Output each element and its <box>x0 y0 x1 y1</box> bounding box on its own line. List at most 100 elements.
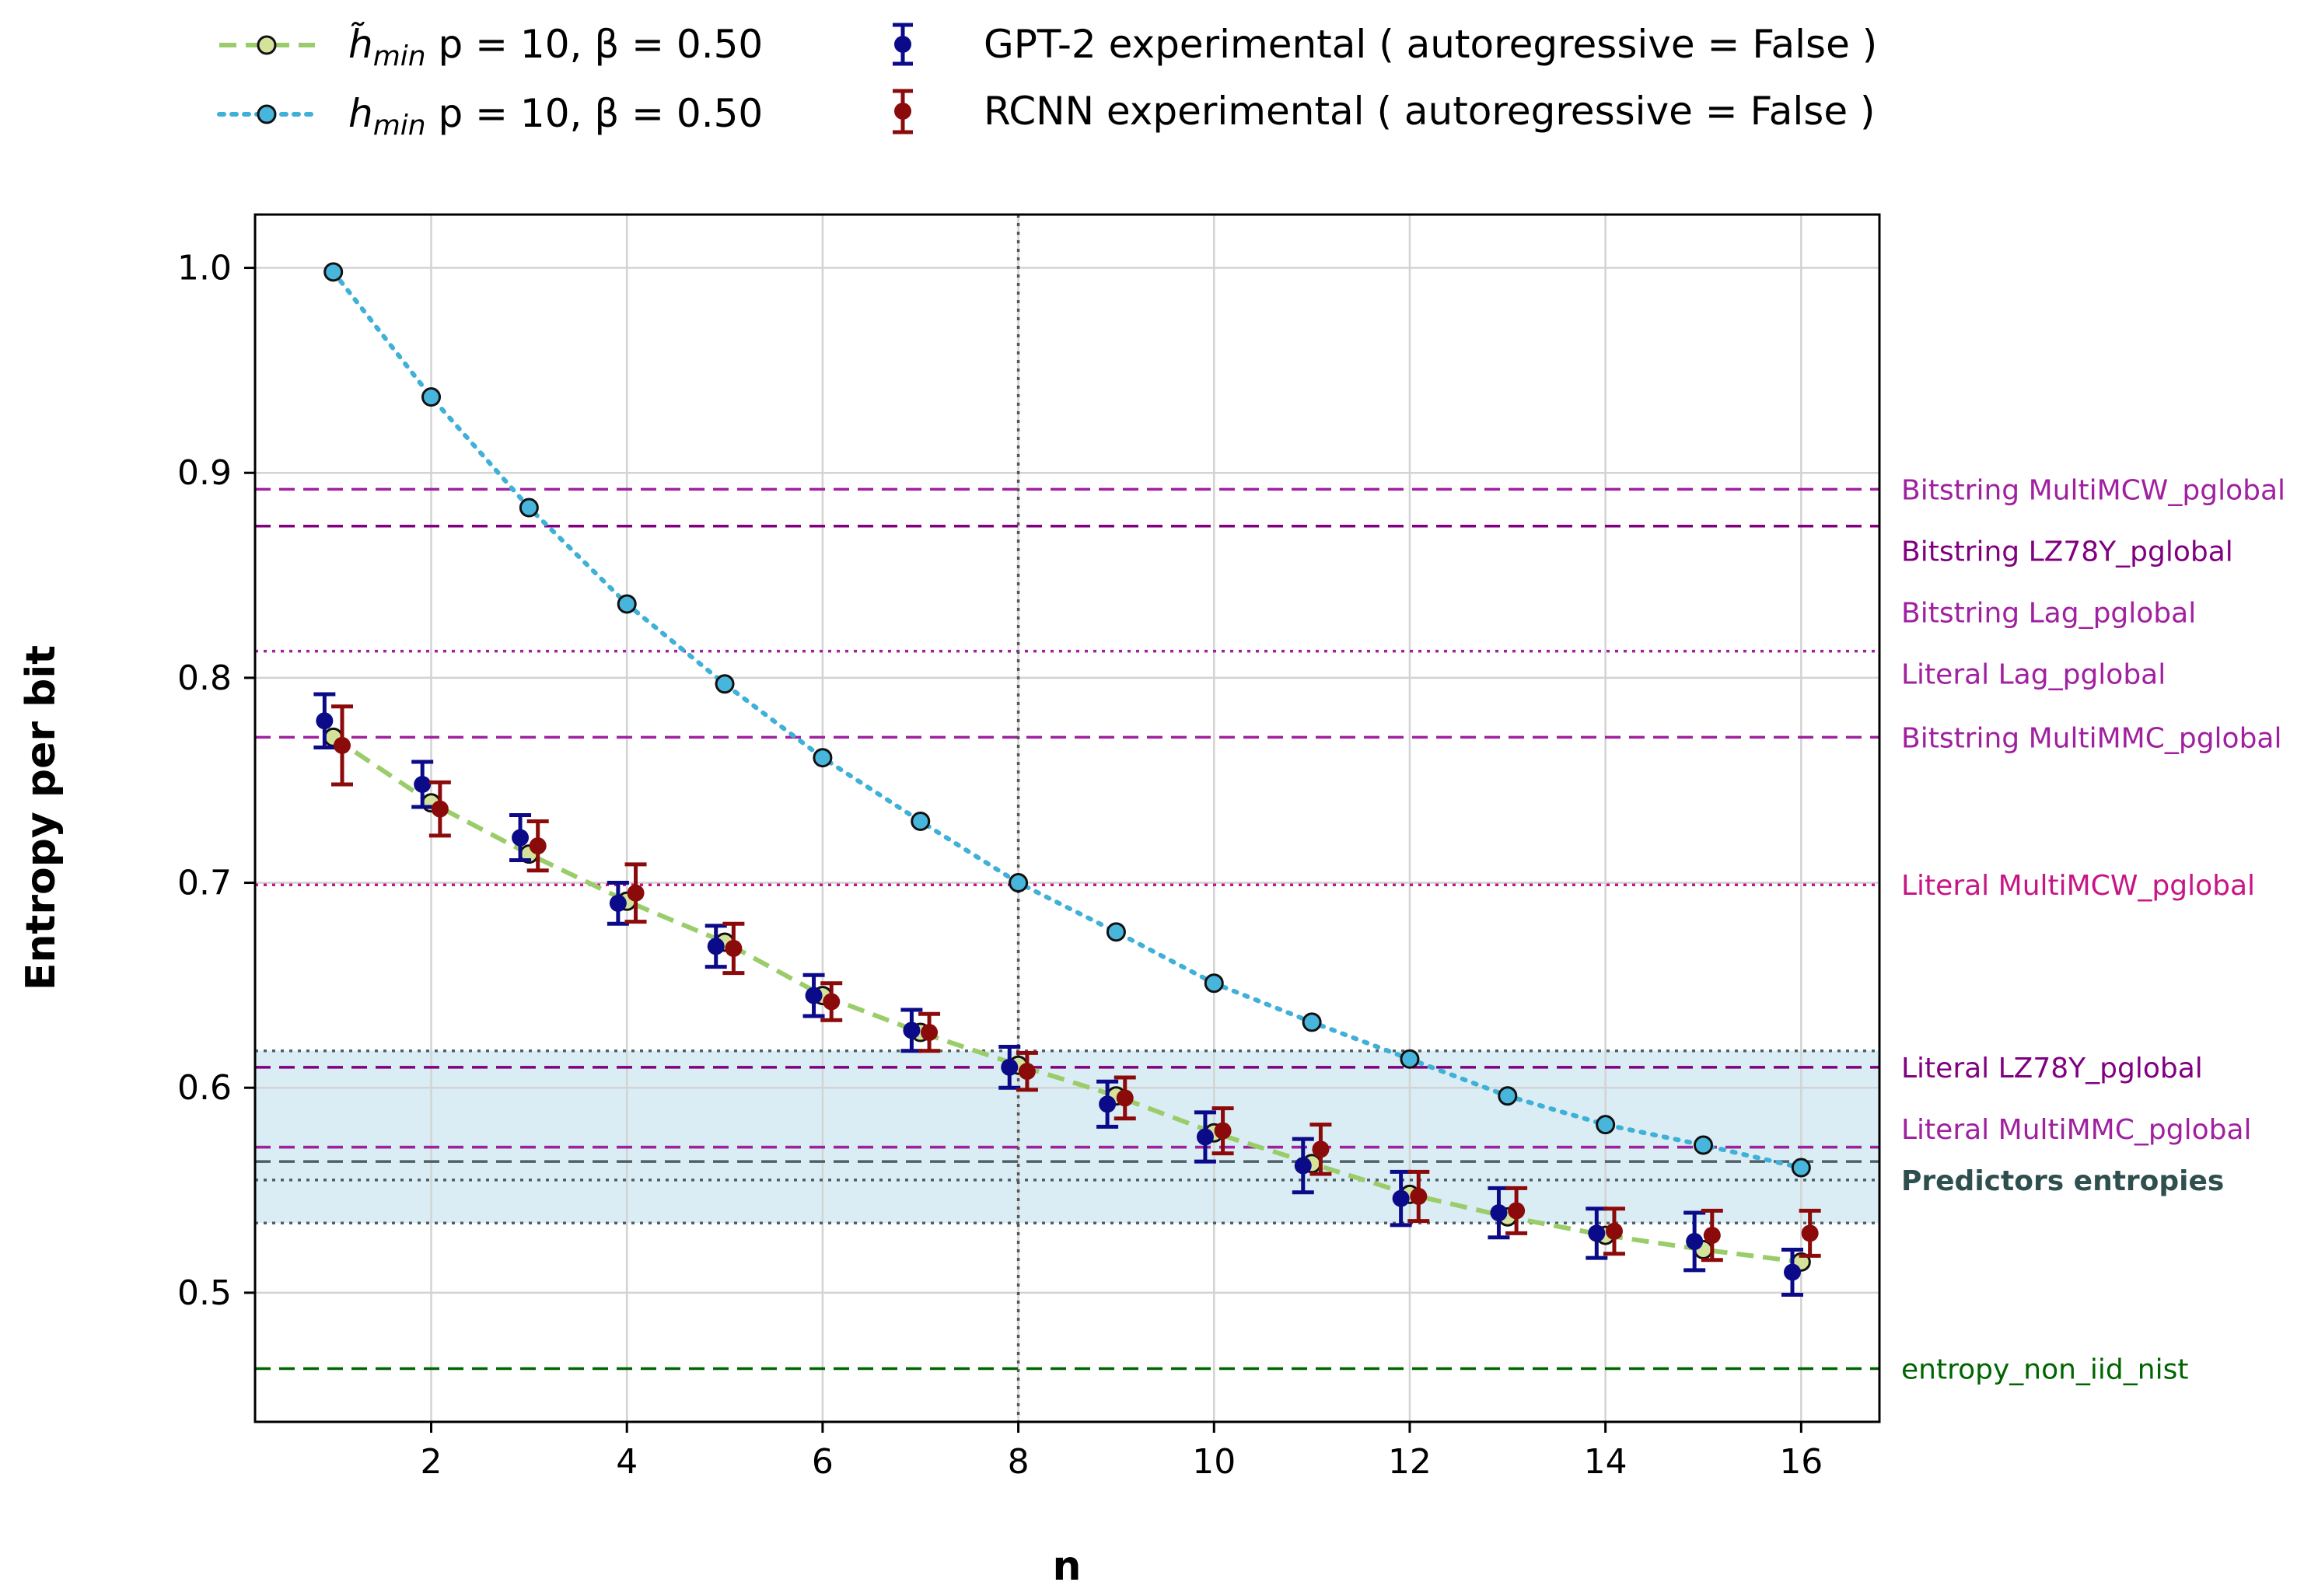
gpt2-point <box>1001 1058 1019 1076</box>
rcnn-point <box>1801 1224 1819 1242</box>
gpt2-point <box>1588 1224 1606 1242</box>
hmin-point <box>1498 1086 1518 1106</box>
gpt2-point <box>512 829 530 847</box>
series-layer <box>313 262 1821 1297</box>
x-tick-label: 6 <box>812 1442 834 1482</box>
rcnn-point <box>1410 1187 1428 1205</box>
hmin-point <box>911 811 931 831</box>
rcnn-point <box>627 884 645 902</box>
predictors-entropies-label: Predictors entropies <box>1901 1165 2224 1197</box>
legend-hmin-params: p = 10, β = 0.50 <box>426 91 764 136</box>
x-tick-label: 2 <box>421 1442 442 1482</box>
rcnn-point <box>921 1024 939 1042</box>
reference-line-label: Bitstring MultiMCW_pglobal <box>1901 474 2285 506</box>
hmin-point <box>1693 1135 1713 1155</box>
hmin-point <box>1204 973 1224 994</box>
gpt2-point <box>903 1022 921 1039</box>
y-tick-label: 0.9 <box>177 453 232 493</box>
x-tick-label: 12 <box>1388 1442 1432 1482</box>
gpt2-point <box>805 987 823 1004</box>
hmin-point <box>715 674 735 694</box>
gpt2-point <box>316 712 334 730</box>
reference-line-label: Bitstring LZ78Y_pglobal <box>1901 536 2233 568</box>
x-axis-title: n <box>1052 1543 1081 1590</box>
x-tick-label: 14 <box>1584 1442 1627 1482</box>
rcnn-point <box>1312 1140 1330 1158</box>
rcnn-point <box>725 939 743 957</box>
rcnn-point <box>823 993 841 1011</box>
hmin-point <box>519 498 539 518</box>
legend-tilde-hmin-label: h̃min p = 10, β = 0.50 <box>348 22 763 72</box>
reference-line-label: Bitstring MultiMMC_pglobal <box>1901 722 2282 754</box>
gpt2-point <box>1686 1232 1704 1250</box>
hmin-point <box>1302 1012 1322 1032</box>
reference-line-label: Literal LZ78Y_pglobal <box>1901 1053 2203 1084</box>
gpt2-point <box>1392 1189 1410 1207</box>
predictors-band-layer <box>255 1050 1879 1224</box>
legend-tilde-hmin-params: p = 10, β = 0.50 <box>426 22 764 67</box>
rcnn-point <box>1214 1122 1232 1140</box>
gpt2-point <box>1294 1157 1312 1175</box>
legend-tilde-hmin-marker <box>257 35 277 55</box>
hmin-point <box>323 262 344 282</box>
gpt2-point <box>1783 1263 1801 1281</box>
rcnn-point <box>529 837 547 855</box>
legend-hmin-marker <box>257 104 277 124</box>
rcnn-point <box>1116 1089 1134 1107</box>
legend-tilde-hmin-sub: min <box>373 40 426 72</box>
hmin-point <box>813 748 833 768</box>
tilde-hmin-line <box>332 735 1802 1265</box>
hmin-point <box>1400 1049 1420 1069</box>
legend-gpt2-marker <box>893 23 913 66</box>
hmin-point <box>421 387 442 407</box>
legend-gpt2-label: GPT-2 experimental ( autoregressive = Fa… <box>984 22 1877 67</box>
hmin-point <box>1596 1115 1616 1135</box>
y-axis-title: Entropy per bit <box>18 645 65 990</box>
reference-lines-layer <box>255 487 1879 1371</box>
legend-rcnn-marker <box>893 89 913 134</box>
y-tick-label: 0.6 <box>177 1068 232 1108</box>
y-tick-label: 0.8 <box>177 658 232 698</box>
grid-layer <box>255 215 1879 1422</box>
reference-line-label: entropy_non_iid_nist <box>1901 1353 2188 1385</box>
x-tick-label: 10 <box>1192 1442 1236 1482</box>
hmin-line <box>330 269 1804 1171</box>
hmin-point <box>1791 1158 1811 1178</box>
gpt2-point <box>707 938 725 955</box>
y-tick-label: 1.0 <box>177 249 232 288</box>
legend-hmin-symbol: h <box>348 91 373 136</box>
rcnn-point <box>1605 1222 1623 1240</box>
gpt2-point <box>1196 1128 1214 1146</box>
reference-line-label: Bitstring Lag_pglobal <box>1901 598 2196 630</box>
gpt2-point <box>1490 1204 1508 1222</box>
x-tick-label: 4 <box>616 1442 638 1482</box>
y-tick-label: 0.5 <box>177 1273 232 1313</box>
gpt2-point <box>609 894 627 912</box>
x-tick-label: 8 <box>1008 1442 1030 1482</box>
rcnn-point <box>431 800 449 818</box>
y-tick-label: 0.7 <box>177 864 232 903</box>
gpt2-point <box>414 775 432 793</box>
rcnn-point <box>1018 1063 1036 1081</box>
gpt2-point <box>1099 1095 1117 1113</box>
legend-rcnn-label: RCNN experimental ( autoregressive = Fal… <box>984 89 1876 134</box>
hmin-point <box>1009 873 1029 893</box>
legend: h̃min p = 10, β = 0.50 hmin p = 10, β = … <box>217 22 1877 141</box>
hmin-point <box>617 594 637 614</box>
legend-hmin-sub: min <box>373 110 426 141</box>
ticks-layer: 2 4 6 8 10 12 14 16 0.5 0.6 0.7 0.8 0.9 1.0 <box>177 249 1823 1482</box>
rcnn-point <box>1508 1202 1526 1220</box>
reference-line-label: Literal Lag_pglobal <box>1901 659 2166 691</box>
x-tick-label: 16 <box>1779 1442 1823 1482</box>
legend-hmin-label: hmin p = 10, β = 0.50 <box>348 91 763 141</box>
rcnn-point <box>1703 1227 1721 1245</box>
plot-frame <box>253 213 1881 1423</box>
predictors-band <box>255 1050 1879 1224</box>
plot-area <box>255 215 1879 1422</box>
reference-line-label: Literal MultiMCW_pglobal <box>1901 870 2255 902</box>
hmin-point <box>1106 922 1126 942</box>
rcnn-point <box>334 736 351 754</box>
reference-line-label: Literal MultiMMC_pglobal <box>1901 1114 2252 1146</box>
legend-tilde-hmin-symbol: h̃ <box>348 22 373 67</box>
